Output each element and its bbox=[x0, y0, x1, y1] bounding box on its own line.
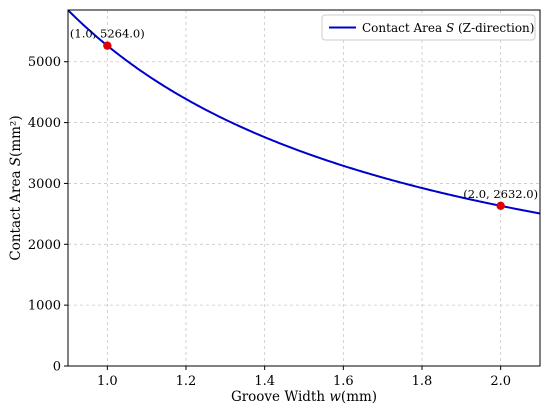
y-tick-label: 1000 bbox=[28, 299, 61, 314]
x-tick-label: 1.2 bbox=[176, 374, 197, 389]
x-tick-label: 1.6 bbox=[333, 374, 354, 389]
series-line bbox=[67, 9, 541, 215]
series-layer bbox=[67, 9, 541, 215]
x-tick-label: 2.0 bbox=[490, 374, 511, 389]
legend-label: Contact Area S (Z-direction) bbox=[362, 21, 534, 35]
x-tick-label: 1.4 bbox=[254, 374, 275, 389]
x-tick-label: 1.8 bbox=[412, 374, 433, 389]
y-axis-label: Contact Area S(mm²) bbox=[8, 115, 24, 260]
x-tick-label: 1.0 bbox=[97, 374, 118, 389]
point-annotation: (1.0, 5264.0) bbox=[70, 27, 145, 41]
y-tick-label: 4000 bbox=[28, 116, 61, 131]
highlight-point bbox=[103, 41, 112, 50]
y-tick-label: 0 bbox=[53, 360, 61, 375]
plot-frame bbox=[67, 9, 541, 367]
point-annotation: (2.0, 2632.0) bbox=[463, 187, 538, 201]
legend: Contact Area S (Z-direction) bbox=[321, 14, 536, 41]
axis-ticks: 1.0 1.2 1.4 1.6 1.8 2.0 0 1000 2000 3000 4000 5000 bbox=[28, 55, 511, 389]
annotations: (1.0, 5264.0) (2.0, 2632.0) bbox=[70, 27, 538, 211]
y-tick-label: 5000 bbox=[28, 55, 61, 70]
x-axis-label: Groove Width w(mm) bbox=[231, 389, 377, 405]
legend-box bbox=[321, 14, 536, 41]
y-tick-label: 3000 bbox=[28, 177, 61, 192]
highlight-point bbox=[496, 201, 505, 211]
y-tick-label: 2000 bbox=[28, 238, 61, 253]
